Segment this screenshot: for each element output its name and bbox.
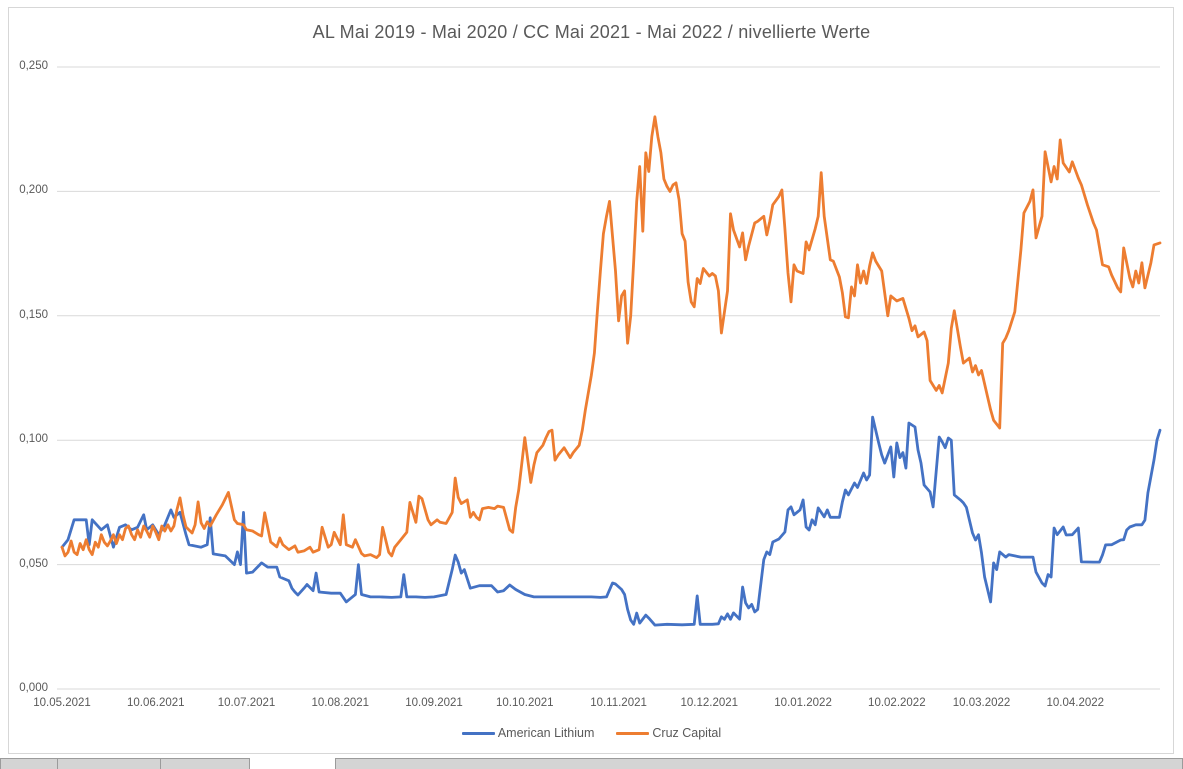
legend-label-american-lithium: American Lithium xyxy=(497,726,595,740)
x-axis-tick-label: 10.04.2022 xyxy=(1046,697,1105,709)
legend-label-cruz-capital: Cruz Capital xyxy=(652,726,722,740)
legend-swatch-american-lithium xyxy=(461,731,495,735)
x-axis-tick-label: 10.12.2021 xyxy=(680,697,739,709)
y-axis-tick-label: 0,050 xyxy=(19,557,48,570)
x-axis-tick-label: 10.06.2021 xyxy=(126,697,185,709)
sheet-tab-3[interactable] xyxy=(160,758,250,769)
y-axis-tick-label: 0,150 xyxy=(19,308,48,321)
x-axis-tick-label: 10.05.2021 xyxy=(33,697,91,709)
x-axis-tick-label: 10.10.2021 xyxy=(496,697,554,709)
x-axis-tick-label: 10.11.2021 xyxy=(590,697,647,709)
x-axis-tick-label: 10.03.2022 xyxy=(952,697,1011,709)
y-axis-tick-label: 0,100 xyxy=(19,433,48,446)
sheet-scroll-area[interactable] xyxy=(335,758,1183,769)
series-line-american-lithium[interactable] xyxy=(60,415,1162,627)
sheet-tab-2[interactable] xyxy=(57,758,161,769)
chart-legend: American Lithium Cruz Capital xyxy=(0,726,1183,740)
sheet-tab-bar xyxy=(0,758,1183,769)
legend-item-cruz-capital[interactable]: Cruz Capital xyxy=(616,726,721,740)
x-axis: 10.05.2021 10.06.2021 10.07.2021 10.08.2021… xyxy=(0,697,1183,713)
x-axis-tick-label: 10.01.2022 xyxy=(774,697,832,709)
legend-item-american-lithium[interactable]: American Lithium xyxy=(461,726,595,740)
y-axis-tick-label: 0,000 xyxy=(19,682,48,694)
y-axis-tick-label: 0,200 xyxy=(19,184,48,197)
series-line-cruz-capital[interactable] xyxy=(60,115,1162,559)
x-axis-tick-label: 10.02.2022 xyxy=(868,697,926,709)
y-axis-tick-label: 0,250 xyxy=(19,60,48,72)
chart-title: AL Mai 2019 - Mai 2020 / CC Mai 2021 - M… xyxy=(312,22,871,42)
x-axis-tick-label: 10.09.2021 xyxy=(405,697,463,709)
sheet-tab-active[interactable] xyxy=(250,758,335,769)
x-axis-tick-label: 10.08.2021 xyxy=(311,697,370,709)
legend-swatch-cruz-capital xyxy=(616,731,650,735)
x-axis-tick-label: 10.07.2021 xyxy=(217,697,276,709)
sheet-tab-1[interactable] xyxy=(0,758,58,769)
